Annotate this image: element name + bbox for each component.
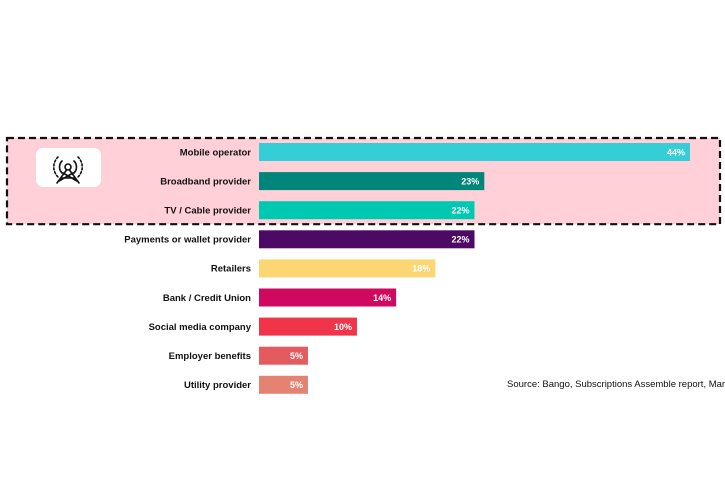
bar-broadband-provider: [259, 172, 485, 191]
bar-bank-credit-union: [259, 288, 397, 307]
bar-employer-benefits: [259, 346, 308, 365]
value-label-tv-cable-provider: 22%: [451, 206, 469, 216]
value-label-broadband-provider: 23%: [461, 176, 479, 186]
value-label-retailers: 18%: [412, 264, 430, 274]
bar-social-media-company: [259, 317, 357, 336]
category-label-payments-or-wallet-provider: Payments or wallet provider: [124, 235, 251, 246]
category-label-social-media-company: Social media company: [149, 322, 252, 333]
source-note: Source: Bango, Subscriptions Assemble re…: [507, 379, 725, 390]
category-label-employer-benefits: Employer benefits: [169, 351, 251, 362]
value-label-utility-provider: 5%: [290, 380, 303, 390]
category-label-utility-provider: Utility provider: [184, 380, 251, 391]
bar-tv-cable-provider: [259, 201, 475, 220]
value-label-payments-or-wallet-provider: 22%: [451, 235, 469, 245]
category-label-broadband-provider: Broadband provider: [160, 176, 251, 187]
value-label-bank-credit-union: 14%: [373, 293, 391, 303]
icon-tile: [36, 148, 101, 187]
value-label-employer-benefits: 5%: [290, 351, 303, 361]
bar-retailers: [259, 259, 436, 278]
cell-tower-icon: [36, 148, 101, 187]
category-label-mobile-operator: Mobile operator: [180, 147, 252, 158]
value-label-social-media-company: 10%: [334, 322, 352, 332]
category-label-tv-cable-provider: TV / Cable provider: [164, 206, 251, 217]
value-label-mobile-operator: 44%: [667, 147, 685, 157]
bar-mobile-operator: [259, 143, 690, 161]
category-label-retailers: Retailers: [211, 264, 251, 275]
bar-utility-provider: [259, 375, 308, 394]
category-label-bank-credit-union: Bank / Credit Union: [163, 293, 251, 304]
bar-payments-or-wallet-provider: [259, 230, 475, 249]
